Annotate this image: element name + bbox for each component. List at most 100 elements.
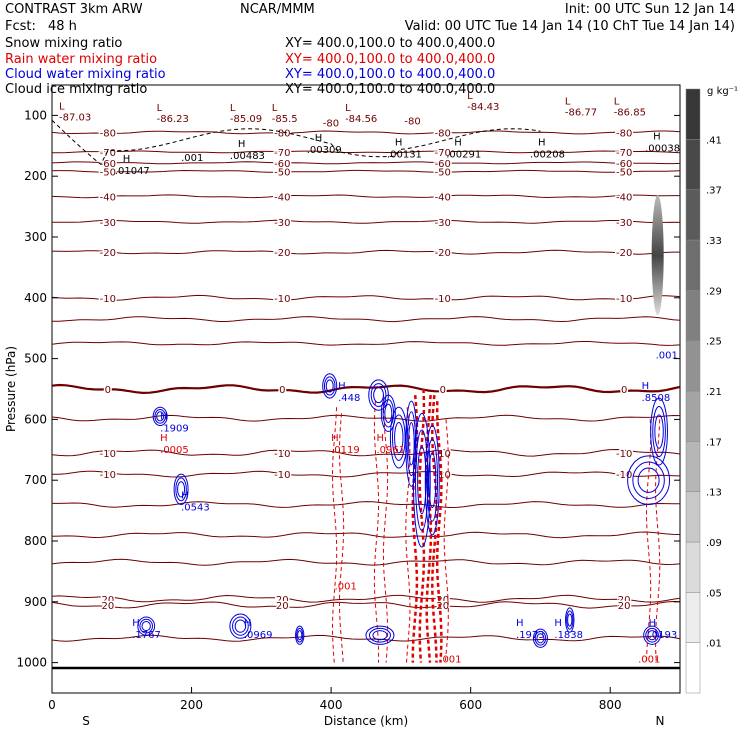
- isotherm-label-4-1: -40: [274, 192, 290, 203]
- cloud-water-contour-12-0: [532, 628, 548, 648]
- cloud-water-contour-10-0: [424, 424, 440, 536]
- isotherm-label-17-2: 20: [436, 595, 449, 606]
- x-axis: 0 200 400 600 800: [48, 687, 622, 712]
- colorbar-swatch-8: [685, 239, 701, 291]
- x-tick-label-3: 600: [459, 698, 482, 712]
- cloud-water-contour-0-1: [154, 409, 166, 424]
- cloud-water-contour-2-2: [141, 621, 151, 632]
- isotherm-15: [51, 531, 681, 539]
- isotherm-14: [52, 501, 681, 509]
- isotherm-label-0-3: -80: [616, 128, 632, 139]
- y-tick-label-8: 900: [24, 595, 47, 609]
- cloud-high-label-4: .448: [338, 393, 360, 404]
- contour-label-0: .001: [181, 153, 203, 164]
- cloud-water-contour-0-2: [156, 411, 165, 422]
- isotherm-label-3-1: -50: [274, 167, 290, 178]
- cloud-water-contour-17-2: [647, 630, 657, 641]
- colorbar-label-9: .37: [706, 186, 722, 197]
- isotherm-10: [51, 383, 681, 395]
- cloud-water-contour-9-0: [412, 412, 431, 548]
- isotherm-11: [51, 414, 681, 422]
- cloud-water-contour-10-1: [426, 438, 439, 522]
- isotherm-label-6-0: -20: [100, 248, 116, 259]
- y-tick-label-3: 400: [24, 291, 47, 305]
- rain-contour-0: [331, 407, 338, 663]
- contour-label-4: .001: [638, 655, 660, 666]
- y-tick-label-5: 600: [24, 412, 47, 426]
- header-center-title: NCAR/MMM: [240, 2, 315, 17]
- colorbar-swatch-5: [685, 390, 701, 442]
- isotherm-label-3-2: -50: [435, 167, 451, 178]
- cloud-water-contour-5-0: [322, 373, 338, 399]
- colorbar-swatch-1: [685, 592, 701, 643]
- cloud-water-contour-11-0: [405, 400, 418, 487]
- cloud-water-contour-11-2: [408, 421, 415, 466]
- isotherm-7: [51, 294, 681, 301]
- high-label-6: .00038: [645, 144, 680, 155]
- cloud-water-contour-9-1: [415, 429, 429, 531]
- isotherm-label-13-3: -10: [616, 470, 632, 481]
- rain-contour-2: [373, 401, 380, 663]
- cloud-water-contour-10-2: [428, 452, 437, 509]
- cloud-water-contour-2-0: [137, 616, 156, 636]
- y-tick-label-9: 1000: [16, 656, 47, 670]
- isotherm-9: [51, 341, 681, 346]
- cloud-water-contour-1-2: [177, 481, 186, 498]
- rain-high-label-0: .0005: [160, 445, 189, 456]
- contour-label-1: .001: [335, 582, 357, 593]
- colorbar-label-10: .41: [706, 135, 722, 146]
- isotherm-8: [51, 316, 681, 323]
- plot-frame: [51, 84, 681, 694]
- isotherm-label-2-1: -60: [274, 159, 290, 170]
- colorbar-swatch-3: [685, 491, 701, 543]
- high-label-3: .00131: [387, 150, 422, 161]
- isotherm-6: [51, 249, 680, 255]
- low-marker-5: L: [467, 91, 473, 102]
- y-tick-label-4: 500: [24, 352, 47, 366]
- cloud-water-contour-17-0: [643, 625, 661, 645]
- isotherm-label-4-3: -40: [616, 192, 632, 203]
- legend-name-3: Cloud ice mixing ratio: [5, 82, 147, 97]
- isotherm-label-7-1: -10: [274, 294, 290, 305]
- cloud-water-contour-0-0: [152, 406, 168, 426]
- x-tick-label-1: 200: [180, 698, 203, 712]
- colorbar-label-6: .25: [706, 337, 722, 348]
- high-marker-1: H: [238, 139, 246, 150]
- isotherm-label-4-0: -40: [100, 192, 116, 203]
- isotherm-2: [51, 161, 681, 165]
- colorbar-swatch-11: [685, 88, 701, 140]
- isotherm-label-13-1: -10: [274, 470, 290, 481]
- cloud-high-label-5: .1973: [516, 630, 545, 641]
- header-valid: Valid: 00 UTC Tue 14 Jan 14 (10 ChT Tue …: [405, 19, 735, 34]
- rain-high-marker-1: H: [331, 433, 339, 444]
- rain-contour-10: [443, 419, 449, 663]
- header-fcst-value: 48 h: [48, 19, 77, 34]
- isotherm-label-6-2: -20: [435, 248, 451, 259]
- high-label-4: .00291: [446, 150, 481, 161]
- isotherm-label-18-1: 20: [276, 601, 289, 612]
- isotherm-label-4-2: -40: [435, 192, 451, 203]
- low-label-3: -85.5: [272, 114, 298, 125]
- cloud-water-contour-2-1: [139, 618, 153, 634]
- cloud-water-contour-8-2: [394, 421, 404, 454]
- isotherm-label-10-2: 0: [440, 385, 446, 396]
- cloud-high-marker-1: H: [181, 491, 189, 502]
- y-axis-label: Pressure (hPa): [4, 346, 18, 432]
- cloud-water-layer: [137, 373, 671, 648]
- contour-label-6: -80: [404, 117, 420, 128]
- isotherm-label-6-3: -20: [616, 248, 632, 259]
- header-left-title: CONTRAST 3km ARW: [5, 2, 143, 17]
- cloud-water-contour-4-0: [295, 625, 305, 645]
- high-marker-2: H: [315, 133, 323, 144]
- cloud-water-contour-7-2: [384, 403, 393, 423]
- cloud-high-marker-6: H: [554, 618, 562, 629]
- high-label-5: .00208: [530, 150, 565, 161]
- isotherm-label-3-0: -50: [100, 167, 116, 178]
- low-marker-0: L: [59, 101, 65, 112]
- cloud-water-contour-5-1: [323, 376, 336, 396]
- colorbar-swatch-2: [685, 541, 701, 593]
- x-end-label-left: S: [82, 714, 90, 728]
- cloud-water-contour-4-2: [297, 630, 303, 641]
- cloud-water-contour-17-1: [645, 627, 659, 643]
